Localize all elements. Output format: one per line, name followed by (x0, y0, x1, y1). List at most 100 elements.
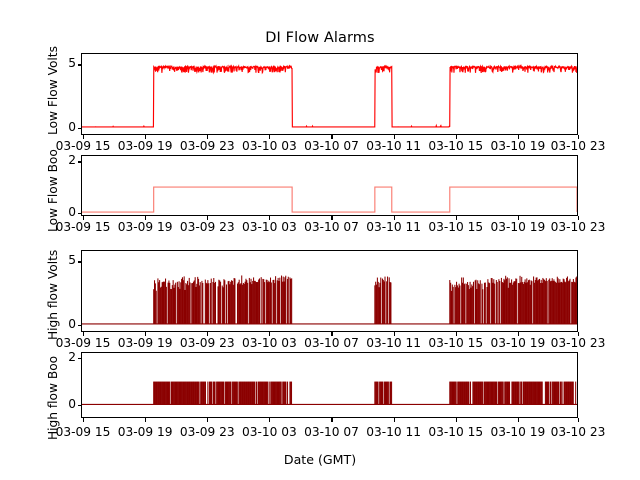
x-tick-label: 03-10 19 (490, 336, 546, 350)
x-tick-mark (331, 332, 333, 336)
x-tick-label: 03-10 11 (366, 139, 422, 153)
x-tick-label: 03-10 19 (490, 139, 546, 153)
y-tick-label: 0 (68, 120, 76, 134)
x-tick-label: 03-10 23 (550, 336, 606, 350)
x-tick-mark (393, 135, 395, 139)
subplot-plot-area-1 (82, 186, 577, 213)
subplot-high-flow-boolean (81, 352, 578, 418)
x-tick-mark (269, 332, 271, 336)
x-tick-mark (145, 418, 147, 422)
x-tick-mark (207, 332, 209, 336)
x-tick-label: 03-09 15 (55, 336, 111, 350)
x-tick-mark (393, 418, 395, 422)
x-tick-mark (578, 216, 580, 220)
y-tick-label: 5 (68, 56, 76, 71)
y-tick-label: 2 (68, 153, 76, 168)
x-tick-label: 03-10 15 (428, 425, 484, 439)
y-tick-label: 0 (68, 204, 76, 219)
x-tick-label: 03-09 23 (179, 336, 235, 350)
x-tick-label: 03-10 03 (241, 336, 297, 350)
x-tick-labels-2: 03-09 15 03-09 19 03-09 23 03-10 03 03-10 07… (0, 336, 640, 352)
x-tick-mark (455, 216, 457, 220)
y-tick-mark (77, 261, 81, 263)
x-tick-mark (82, 332, 85, 336)
data-series-1 (82, 186, 577, 213)
x-tick-mark (269, 418, 271, 422)
y-tick-label: 2 (68, 349, 76, 364)
y-tick-mark (77, 128, 81, 130)
x-tick-mark (517, 216, 519, 220)
x-tick-label: 03-09 19 (117, 336, 173, 350)
y-tick-label: 0 (68, 397, 76, 412)
x-tick-label: 03-10 11 (366, 336, 422, 350)
y-tick-mark (77, 212, 81, 214)
x-tick-label: 03-09 15 (55, 220, 111, 234)
x-tick-mark (207, 418, 209, 422)
x-tick-label: 03-10 07 (304, 139, 359, 153)
x-tick-label: 03-09 15 (55, 139, 111, 153)
x-tick-mark (393, 216, 395, 220)
y-tick-mark (77, 161, 81, 163)
data-series-0 (82, 64, 577, 128)
subplot-plot-area-0 (82, 64, 577, 128)
x-tick-mark (82, 418, 85, 422)
x-axis-label: Date (GMT) (283, 452, 357, 467)
subplot-low-flow-boolean (81, 155, 578, 216)
y-axis-label-0: Low Flow Volts (46, 46, 60, 135)
x-tick-label: 03-10 23 (550, 139, 606, 153)
data-series-3 (82, 381, 577, 405)
x-tick-label: 03-10 03 (241, 220, 297, 234)
x-tick-mark (455, 135, 457, 139)
y-axis-label-2: High flow Volts (46, 249, 60, 340)
x-tick-mark (578, 135, 580, 139)
data-series-2 (82, 275, 577, 325)
x-tick-mark (578, 418, 580, 422)
page-title: DI Flow Alarms (265, 30, 375, 46)
x-tick-label: 03-10 23 (550, 220, 606, 234)
x-tick-mark (455, 418, 457, 422)
y-tick-mark (77, 357, 81, 359)
x-tick-label: 03-10 03 (241, 139, 297, 153)
x-tick-mark (207, 135, 209, 139)
x-tick-label: 03-10 03 (241, 425, 297, 439)
x-tick-mark (82, 216, 85, 220)
x-tick-mark (578, 332, 580, 336)
y-tick-mark (77, 325, 81, 327)
x-tick-mark (269, 135, 271, 139)
x-tick-labels-1: 03-09 15 03-09 19 03-09 23 03-10 03 03-10 07… (0, 220, 640, 236)
x-tick-label: 03-10 07 (304, 336, 359, 350)
x-tick-mark (207, 216, 209, 220)
x-tick-label: 03-10 07 (304, 220, 359, 234)
x-tick-label: 03-09 19 (117, 220, 173, 234)
x-tick-label: 03-09 23 (179, 139, 235, 153)
x-tick-label: 03-09 19 (117, 425, 173, 439)
subplot-low-flow-volts (81, 53, 578, 135)
x-tick-label: 03-10 15 (428, 220, 484, 234)
x-tick-mark (82, 135, 85, 139)
subplot-plot-area-3 (82, 381, 577, 405)
x-tick-label: 03-09 19 (117, 139, 173, 153)
x-tick-label: 03-09 23 (179, 220, 235, 234)
x-tick-label: 03-09 23 (179, 425, 235, 439)
y-tick-label: 5 (68, 253, 76, 268)
x-tick-label: 03-10 07 (304, 425, 359, 439)
x-tick-mark (517, 332, 519, 336)
x-tick-mark (331, 135, 333, 139)
x-tick-label: 03-10 19 (490, 220, 546, 234)
x-tick-mark (455, 332, 457, 336)
x-tick-label: 03-10 23 (550, 425, 606, 439)
x-tick-mark (517, 135, 519, 139)
x-tick-mark (393, 332, 395, 336)
x-tick-mark (517, 418, 519, 422)
y-tick-mark (77, 64, 81, 66)
x-tick-label: 03-09 15 (55, 425, 111, 439)
x-tick-mark (145, 135, 147, 139)
y-tick-mark (77, 405, 81, 407)
x-tick-mark (145, 332, 147, 336)
subplot-plot-area-2 (82, 275, 577, 325)
subplot-high-flow-volts (81, 250, 578, 332)
x-tick-label: 03-10 11 (366, 425, 422, 439)
x-tick-label: 03-10 15 (428, 336, 484, 350)
x-tick-mark (331, 418, 333, 422)
